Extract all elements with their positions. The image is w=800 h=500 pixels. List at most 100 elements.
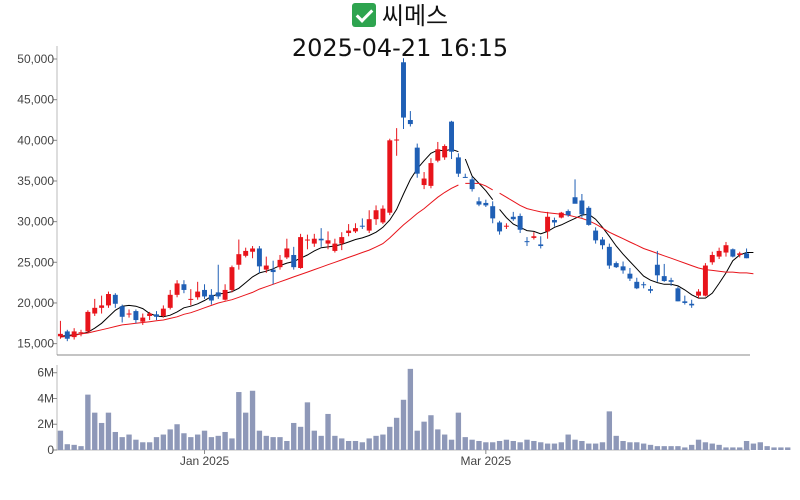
volume-bar bbox=[421, 421, 427, 450]
candle-body bbox=[682, 301, 688, 303]
candle-body bbox=[600, 239, 605, 246]
candle-body bbox=[531, 236, 537, 238]
volume-bar bbox=[675, 446, 681, 450]
candle-body bbox=[469, 179, 475, 190]
volume-bar bbox=[345, 440, 352, 450]
candle-body bbox=[359, 225, 365, 227]
candle-body bbox=[476, 201, 482, 205]
volume-bar bbox=[634, 442, 640, 450]
volume-bar bbox=[558, 442, 564, 450]
volume-bar bbox=[57, 430, 64, 450]
candle-body bbox=[394, 139, 400, 141]
candle-body bbox=[497, 222, 503, 232]
volume-bar bbox=[64, 444, 70, 450]
volume-bar bbox=[661, 446, 667, 450]
volume-bar bbox=[263, 435, 269, 450]
candle-body bbox=[243, 250, 249, 256]
candle-body bbox=[675, 288, 681, 302]
candle-body bbox=[160, 308, 166, 316]
candle-body bbox=[737, 253, 743, 255]
check-mark-icon bbox=[351, 3, 376, 27]
volume-bar bbox=[297, 426, 304, 450]
volume-bar bbox=[517, 442, 523, 450]
volume-bar bbox=[778, 447, 784, 450]
candle-body bbox=[229, 267, 235, 290]
candle-body bbox=[490, 206, 496, 219]
volume-bar bbox=[771, 447, 777, 450]
candle-body bbox=[668, 280, 674, 282]
volume-bar bbox=[743, 440, 750, 450]
volume-bar bbox=[627, 442, 633, 450]
volume-bar bbox=[785, 447, 791, 450]
candle-body bbox=[188, 298, 194, 300]
volume-bar bbox=[503, 439, 510, 450]
candle-body bbox=[78, 332, 84, 334]
volume-bar bbox=[469, 439, 475, 450]
volume-bar bbox=[366, 438, 372, 450]
volume-bar bbox=[455, 412, 462, 450]
volume-bar bbox=[407, 368, 414, 450]
volume-bar bbox=[387, 426, 393, 450]
candle-body bbox=[558, 212, 564, 218]
volume-bar bbox=[277, 437, 283, 450]
candle-body bbox=[730, 249, 736, 257]
candle-body bbox=[277, 259, 283, 268]
candle-body bbox=[449, 121, 454, 152]
chart-title-datetime: 2025-04-21 16:15 bbox=[291, 34, 509, 62]
candle-body bbox=[304, 239, 310, 241]
volume-bar bbox=[750, 443, 757, 450]
volume-bar bbox=[538, 442, 544, 450]
volume-bar bbox=[695, 439, 702, 450]
chart-title-name: 씨메스 bbox=[0, 2, 800, 30]
candle-body bbox=[64, 331, 70, 339]
candle-body bbox=[318, 238, 324, 241]
candle-body bbox=[112, 294, 118, 304]
candle-body bbox=[565, 211, 571, 216]
candle-body bbox=[689, 303, 695, 306]
candle-body bbox=[263, 265, 269, 270]
candle-body bbox=[366, 219, 372, 231]
candle-body bbox=[606, 246, 612, 266]
volume-bar bbox=[510, 440, 516, 450]
candle-body bbox=[346, 230, 352, 234]
candle-body bbox=[373, 210, 379, 220]
volume-bar bbox=[531, 440, 537, 450]
volume-bar bbox=[490, 442, 496, 450]
volume-bar bbox=[393, 417, 400, 450]
volume-bar bbox=[462, 437, 468, 450]
volume-bar bbox=[78, 446, 84, 450]
candle-body bbox=[167, 294, 173, 308]
candle-body bbox=[538, 244, 544, 247]
volume-bar bbox=[448, 439, 455, 450]
volume-bar bbox=[201, 430, 208, 450]
candle-body bbox=[154, 314, 159, 317]
candle-body bbox=[291, 254, 297, 268]
volume-bar bbox=[105, 412, 112, 450]
candle-body bbox=[325, 240, 331, 244]
volume-bar bbox=[339, 438, 345, 450]
volume-bar bbox=[757, 442, 763, 450]
candle-body bbox=[483, 202, 489, 206]
volume-bar bbox=[668, 446, 674, 450]
candle-body bbox=[702, 265, 708, 296]
volume-bar bbox=[737, 447, 743, 450]
candle-body bbox=[92, 307, 98, 314]
volume-bar bbox=[243, 412, 249, 450]
candle-body bbox=[105, 294, 111, 306]
stock-name: 씨메스 bbox=[381, 2, 449, 30]
candle-body bbox=[85, 311, 91, 332]
volume-bar bbox=[565, 434, 571, 450]
candle-body bbox=[250, 248, 256, 252]
candle-body bbox=[455, 157, 461, 174]
volume-bar bbox=[71, 444, 77, 450]
candle-body bbox=[648, 289, 653, 291]
candle-body bbox=[442, 146, 448, 158]
volume-bar bbox=[92, 412, 98, 450]
price-y-tick-label: 15,000 bbox=[17, 337, 54, 351]
volume-bar bbox=[85, 394, 91, 450]
volume-bar bbox=[709, 443, 715, 450]
candle-body bbox=[744, 253, 750, 259]
candle-body bbox=[202, 289, 207, 297]
volume-bar bbox=[215, 435, 221, 450]
candle-body bbox=[380, 208, 386, 223]
